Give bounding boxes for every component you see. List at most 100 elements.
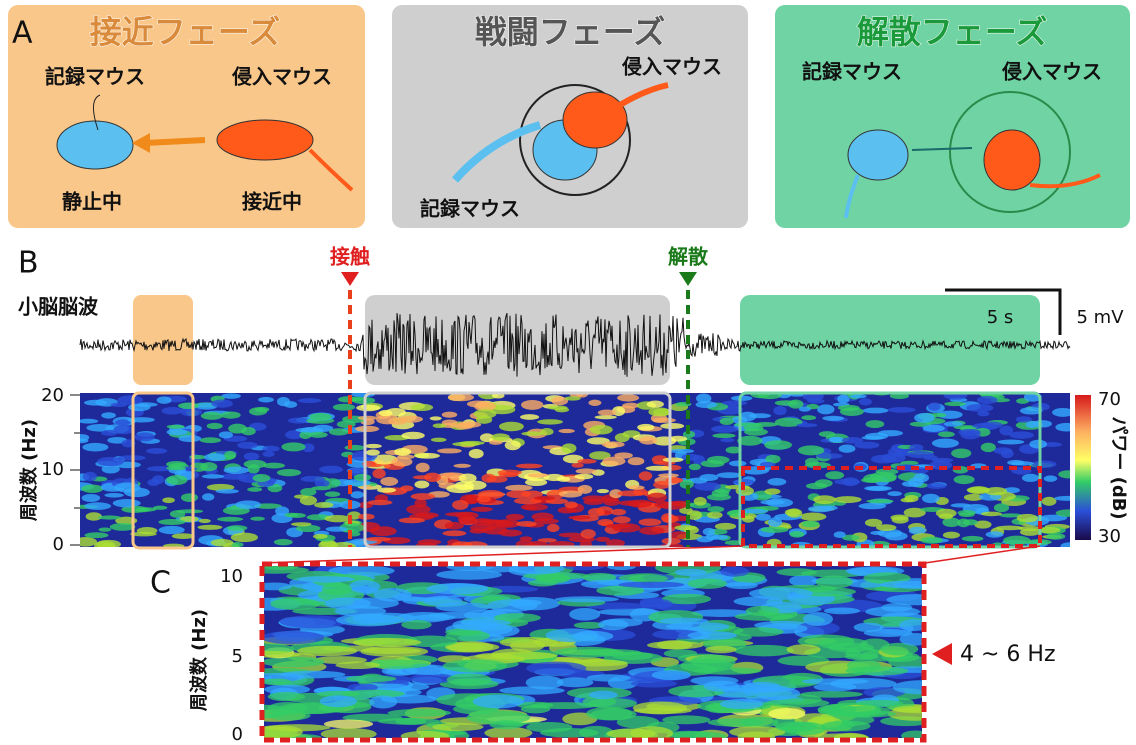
spectrogram-cell <box>400 485 413 491</box>
spectrogram-cell <box>280 615 348 628</box>
y-axis-label: 周波数 (Hz) <box>18 419 40 521</box>
spectrogram-cell <box>799 406 811 411</box>
spectrogram-cell <box>491 652 557 660</box>
y-axis-label: 周波数 (Hz) <box>188 609 210 711</box>
spectrogram-cell <box>666 477 684 483</box>
spectrogram-cell <box>516 521 537 527</box>
spectrogram-cell <box>675 569 707 576</box>
spectrogram-cell <box>281 442 305 451</box>
spectrogram-cell <box>720 418 734 425</box>
band-label: 4 ~ 6 Hz <box>960 642 1056 667</box>
spectrogram-cell <box>521 400 543 410</box>
spectrogram-cell <box>415 453 440 459</box>
spectrogram-cell <box>923 425 945 432</box>
spectrogram-cell <box>262 446 279 452</box>
spectrogram-cell <box>491 433 510 440</box>
spectrogram-cell <box>816 575 853 588</box>
spectrogram-cell <box>871 455 896 464</box>
spectrogram-cell <box>324 720 373 729</box>
spectrogram-cell <box>319 466 343 474</box>
spectrogram-cell <box>856 700 903 707</box>
spectrogram-cell <box>172 533 195 539</box>
spectrogram-cell <box>921 537 943 544</box>
spectrogram-cell <box>962 536 984 542</box>
spectrogram-cell <box>547 524 560 532</box>
spectrogram-cell <box>733 627 783 636</box>
spectrogram-cell <box>247 487 262 492</box>
spectrogram-cell <box>966 404 993 412</box>
spectrogram-cell <box>595 415 617 419</box>
spectrogram-cell <box>590 425 613 435</box>
spectrogram-cell <box>180 408 202 417</box>
spectrogram-cell <box>498 470 522 476</box>
spectrogram-cell <box>660 502 686 510</box>
spectrogram-cell <box>581 529 596 539</box>
spectrogram-cell <box>840 407 864 416</box>
spectrogram-cell <box>618 581 684 587</box>
spectrogram-cell <box>249 407 267 415</box>
spectrogram-cell <box>470 524 496 531</box>
spectrogram-cell <box>546 628 599 642</box>
spectrogram-cell <box>663 457 684 462</box>
spectrogram-cell <box>817 704 856 715</box>
spectrogram-cell <box>555 647 621 658</box>
spectrogram-cell <box>591 709 637 721</box>
spectrogram-cell <box>368 500 393 505</box>
band-arrow <box>932 643 952 665</box>
spectrogram-cell <box>178 435 201 442</box>
spectrogram-cell <box>202 493 214 500</box>
spectrogram-cell <box>355 426 379 432</box>
spectrogram-cell <box>703 528 715 536</box>
spectrogram-cell <box>913 473 929 482</box>
spectrogram-cell <box>866 499 893 503</box>
spectrogram-cell <box>224 467 249 474</box>
spectrogram-cell <box>938 431 955 437</box>
spectrogram-cell <box>557 476 571 482</box>
spectrogram-cell <box>244 453 260 461</box>
spectrogram-cell <box>460 619 510 625</box>
spectrogram-cell <box>324 515 350 522</box>
spectrogram-cell <box>576 468 597 474</box>
spectrogram-cell <box>669 449 694 453</box>
spectrogram-cell <box>104 493 123 498</box>
spectrogram-cell <box>1007 460 1025 465</box>
spectrogram-cell <box>297 646 357 656</box>
spectrogram-cell <box>204 453 226 461</box>
spectrogram-cell <box>689 464 701 471</box>
spectrogram-cell <box>954 475 975 484</box>
spectrogram-cell <box>789 531 804 538</box>
spectrogram-cell <box>647 641 704 649</box>
spectrogram-cell <box>817 404 835 414</box>
spectrogram-cell <box>167 425 185 429</box>
spectrogram-cell <box>648 407 670 416</box>
spectrogram-cell <box>682 454 700 461</box>
spectrogram-cell <box>464 481 486 490</box>
spectrogram-cell <box>711 425 738 433</box>
spectrogram-cell <box>366 449 380 455</box>
spectrogram-cell <box>773 406 786 415</box>
spectrogram-cell <box>525 479 547 486</box>
spectrogram-cell <box>366 537 391 542</box>
spectrogram-cell <box>1003 536 1030 546</box>
spectrogram-cell <box>602 618 642 626</box>
spectrogram-cell <box>505 440 521 450</box>
spectrogram-cell <box>575 474 594 480</box>
spectrogram-cell <box>459 441 484 445</box>
spectrogram-cell <box>646 466 672 471</box>
spectrogram-cell <box>231 533 258 543</box>
mouse-label: 記録マウス <box>420 197 520 221</box>
spectrogram-cell <box>1052 408 1074 417</box>
spectrogram-cell <box>687 631 737 640</box>
spectrogram-cell <box>410 404 433 411</box>
spectrogram-cell <box>445 630 490 641</box>
spectrogram-cell <box>768 708 805 719</box>
spectrogram-cell <box>720 438 734 442</box>
spectrogram-cell <box>1032 420 1052 427</box>
spectrogram-cell <box>705 646 736 654</box>
spectrogram-cell <box>473 695 524 709</box>
zoom-line <box>925 546 1040 563</box>
spectrogram-cell <box>660 618 709 625</box>
spectrogram-cell <box>822 416 844 421</box>
marker-label: 解散 <box>668 245 709 269</box>
spectrogram-cell <box>308 432 327 438</box>
